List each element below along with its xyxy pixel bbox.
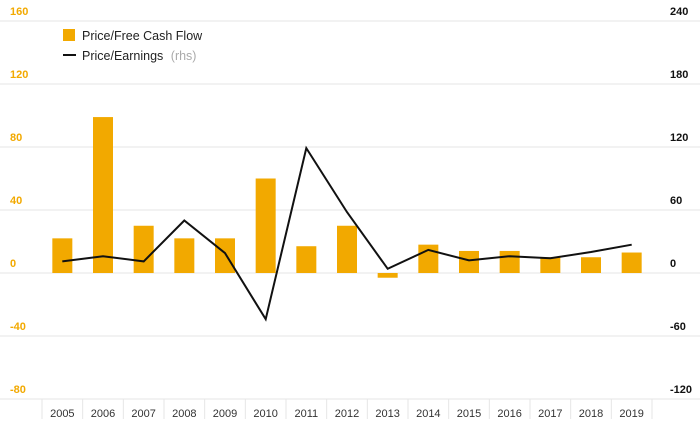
right-y-axis: 240 180 120 60 0 -60 -120 [670, 6, 692, 396]
right-tick-label: 60 [670, 195, 682, 207]
bar [255, 178, 276, 273]
right-tick-label: 240 [670, 6, 688, 18]
bar [52, 238, 73, 273]
x-tick-label: 2009 [213, 408, 237, 420]
x-tick-label: 2018 [579, 408, 603, 420]
x-tick-label: 2015 [457, 408, 481, 420]
legend-swatch-bar [63, 29, 75, 41]
x-tick-label: 2008 [172, 408, 196, 420]
bar-series [52, 117, 642, 278]
x-tick-label: 2011 [295, 408, 319, 420]
x-tick-label: 2014 [416, 408, 440, 420]
left-tick-label: 0 [10, 258, 16, 270]
legend-label-line-suffix: (rhs) [171, 49, 197, 63]
bar [621, 252, 642, 273]
x-tick-label: 2016 [497, 408, 521, 420]
bar [133, 225, 154, 273]
bar [337, 225, 357, 273]
right-tick-label: 120 [670, 132, 688, 144]
left-y-axis: 160 120 80 40 0 -40 -80 [10, 6, 28, 396]
x-tick-label: 2006 [91, 408, 115, 420]
legend: Price/Free Cash Flow Price/Earnings (rhs… [63, 29, 203, 63]
legend-label-line: Price/Earnings (rhs) [82, 49, 196, 63]
right-tick-label: 0 [670, 258, 676, 270]
right-tick-label: -120 [670, 384, 692, 396]
bar [459, 250, 479, 273]
legend-label-bar: Price/Free Cash Flow [82, 29, 203, 43]
x-axis: 2005 2006 2007 2008 2009 2010 2011 2012 2013 2014… [41, 399, 653, 420]
legend-label-line-name: Price/Earnings [82, 49, 163, 63]
left-tick-label: 80 [10, 132, 22, 144]
right-tick-label: 180 [670, 69, 688, 81]
bar [296, 246, 317, 273]
left-tick-label: -40 [10, 321, 26, 333]
bar [540, 257, 561, 273]
bar [93, 117, 113, 273]
right-tick-label: -60 [670, 321, 686, 333]
x-tick-label: 2007 [131, 408, 155, 420]
x-tick-label: 2012 [335, 408, 359, 420]
left-tick-label: 160 [10, 6, 28, 18]
left-tick-label: 40 [10, 195, 22, 207]
line-series [62, 145, 632, 322]
bar [174, 238, 195, 273]
x-tick-label: 2019 [619, 408, 643, 420]
x-tick-label: 2013 [375, 408, 399, 420]
x-tick-label: 2005 [50, 408, 74, 420]
left-tick-label: -80 [10, 384, 26, 396]
bar [215, 238, 235, 273]
x-tick-label: 2010 [253, 408, 277, 420]
bar [499, 250, 520, 273]
bar [377, 273, 398, 278]
pe-line [62, 145, 632, 322]
left-tick-label: 120 [10, 69, 28, 81]
bar [581, 257, 601, 273]
x-tick-label: 2017 [538, 408, 562, 420]
